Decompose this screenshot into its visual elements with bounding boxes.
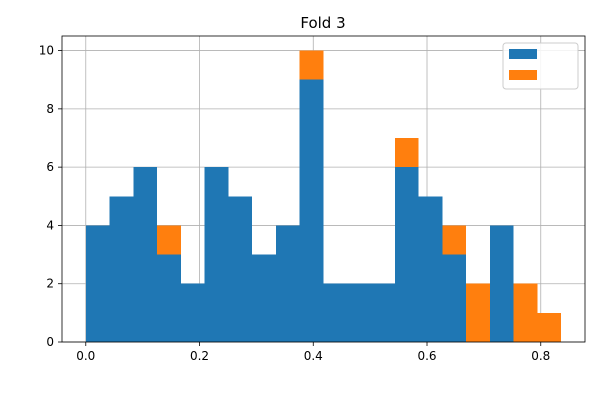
y-tick-label: 10 (39, 44, 54, 58)
bar-series-1 (442, 254, 467, 342)
bar-series-1 (180, 283, 205, 342)
y-tick-label: 8 (46, 102, 54, 116)
x-tick-label: 0.4 (304, 349, 323, 363)
bar-series-1 (323, 283, 348, 342)
x-tick-label: 0.2 (190, 349, 209, 363)
bar-series-2 (157, 225, 181, 255)
bar-series-1 (275, 225, 300, 342)
bar-series-1 (228, 196, 253, 342)
x-tick-label: 0.6 (417, 349, 436, 363)
y-tick-label: 6 (46, 160, 54, 174)
legend-swatch-series-2 (509, 70, 537, 80)
bar-series-1 (347, 283, 372, 342)
x-tick-label: 0.8 (531, 349, 550, 363)
bar-series-1 (204, 167, 229, 342)
legend (502, 42, 579, 90)
chart-title: Fold 3 (300, 14, 345, 32)
bars (85, 50, 562, 342)
bar-series-2 (299, 50, 324, 80)
y-tick-label: 4 (46, 218, 54, 232)
bar-series-1 (394, 167, 419, 342)
axis-ticks: 0.0 0.2 0.4 0.6 0.8 0 2 4 6 8 10 (39, 44, 551, 363)
bar-series-1 (109, 196, 134, 342)
bar-series-2 (394, 138, 419, 168)
y-tick-label: 2 (46, 277, 54, 291)
bar-series-1 (418, 196, 443, 342)
bar-series-1 (371, 283, 395, 342)
bar-series-1 (299, 79, 324, 342)
legend-swatch-series-1 (509, 49, 537, 59)
bar-series-1 (489, 225, 514, 342)
bar-series-2 (513, 283, 538, 342)
plot-area-frame (61, 35, 586, 343)
bar-series-1 (157, 254, 181, 342)
bar-series-1 (85, 225, 110, 342)
bar-series-2 (466, 283, 490, 342)
bar-series-2 (442, 225, 467, 255)
bar-series-1 (252, 254, 276, 342)
y-tick-label: 0 (46, 335, 54, 349)
bar-series-1 (133, 167, 158, 342)
bar-series-2 (537, 312, 562, 342)
x-tick-label: 0.0 (76, 349, 95, 363)
